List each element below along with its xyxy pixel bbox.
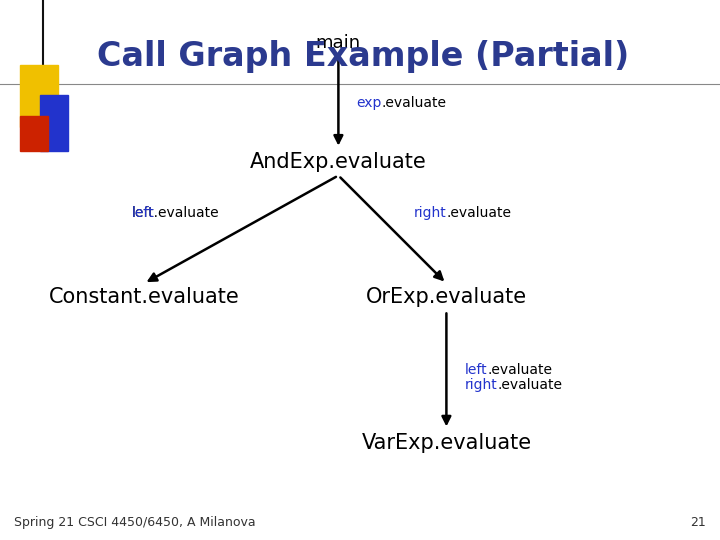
Text: .evaluate: .evaluate	[382, 96, 447, 110]
Text: .evaluate: .evaluate	[487, 363, 552, 377]
Text: right: right	[464, 378, 497, 392]
Text: right: right	[414, 206, 446, 220]
Text: left.evaluate: left.evaluate	[0, 539, 1, 540]
Text: VarExp.evaluate: VarExp.evaluate	[361, 433, 531, 453]
Text: AndExp.evaluate: AndExp.evaluate	[250, 152, 427, 172]
Text: Spring 21 CSCI 4450/6450, A Milanova: Spring 21 CSCI 4450/6450, A Milanova	[14, 516, 256, 529]
Text: .evaluate: .evaluate	[497, 378, 562, 392]
Text: exp.evaluate: exp.evaluate	[0, 539, 1, 540]
Text: left.evaluate: left.evaluate	[0, 539, 1, 540]
Text: left: left	[132, 206, 155, 220]
Text: left: left	[464, 363, 487, 377]
Text: 21: 21	[690, 516, 706, 529]
Text: left.evaluate: left.evaluate	[132, 206, 220, 220]
Text: exp: exp	[356, 96, 382, 110]
Text: Constant.evaluate: Constant.evaluate	[49, 287, 239, 307]
Text: .evaluate: .evaluate	[446, 206, 512, 220]
Text: right.evaluate: right.evaluate	[0, 539, 1, 540]
Text: left: left	[0, 539, 1, 540]
Text: Call Graph Example (Partial): Call Graph Example (Partial)	[97, 40, 629, 73]
Text: OrExp.evaluate: OrExp.evaluate	[366, 287, 527, 307]
Text: right.evaluate: right.evaluate	[0, 539, 1, 540]
Text: main: main	[316, 34, 361, 52]
